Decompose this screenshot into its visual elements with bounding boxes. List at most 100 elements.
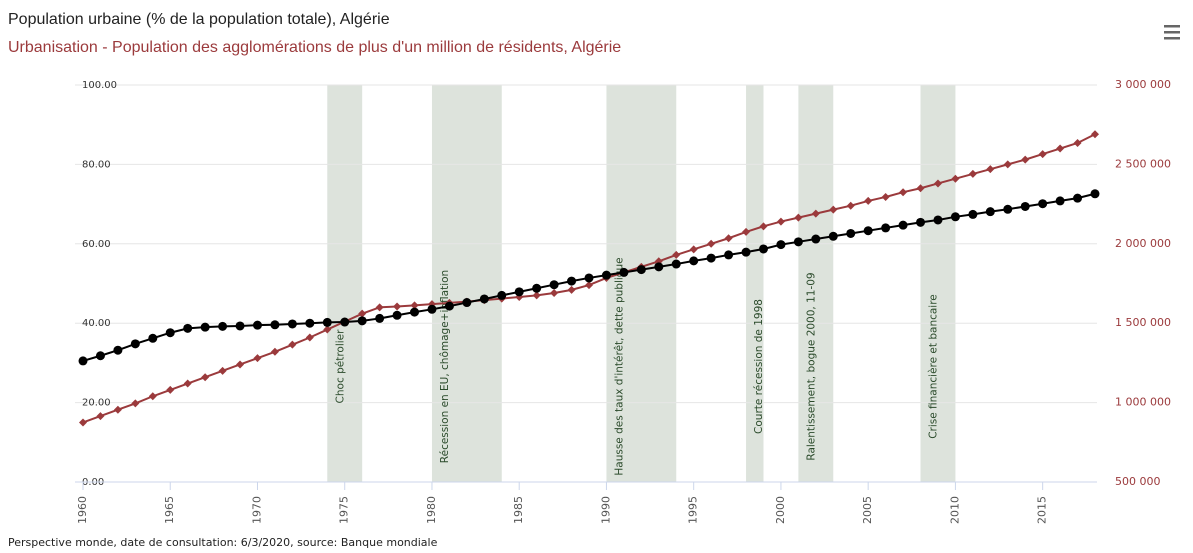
point	[131, 399, 140, 408]
point	[1038, 199, 1048, 209]
point	[393, 302, 402, 311]
point	[794, 213, 803, 222]
point	[1091, 130, 1099, 139]
point	[96, 412, 105, 421]
point	[863, 226, 873, 236]
point	[567, 276, 577, 286]
point	[550, 289, 559, 298]
event-label: Courte récession de 1998	[753, 299, 765, 434]
point	[252, 320, 262, 330]
point	[1038, 150, 1047, 159]
point	[201, 373, 210, 382]
point	[218, 321, 228, 331]
point	[410, 301, 419, 310]
point	[375, 303, 384, 312]
point	[375, 313, 385, 323]
point	[1056, 144, 1065, 153]
point	[340, 317, 350, 327]
point	[358, 309, 367, 318]
point	[305, 333, 314, 342]
point	[636, 265, 646, 275]
event-label: Récession en EU, chômage+inflation	[439, 270, 451, 463]
point	[166, 385, 175, 394]
point	[776, 240, 786, 250]
point	[672, 250, 681, 259]
point	[305, 318, 315, 328]
point	[881, 223, 891, 233]
point	[183, 323, 193, 333]
x-tick-label: 1980	[425, 496, 438, 524]
point	[444, 301, 454, 311]
point	[462, 298, 472, 308]
point	[619, 267, 629, 277]
point	[829, 205, 838, 214]
point	[200, 322, 210, 332]
point	[427, 304, 437, 314]
event-label: Crise financière et bancaire	[928, 294, 940, 439]
point	[148, 333, 158, 343]
chart-title: Population urbaine (% de la population t…	[8, 11, 390, 28]
point	[183, 379, 192, 388]
point	[933, 215, 943, 225]
menu-bar[interactable]	[1164, 31, 1180, 34]
x-tick-label: 2015	[1036, 496, 1049, 524]
point	[323, 325, 332, 334]
point	[846, 201, 855, 210]
point	[95, 351, 105, 361]
menu-bar[interactable]	[1164, 37, 1180, 40]
point	[689, 245, 698, 254]
point	[776, 217, 785, 226]
point	[322, 317, 332, 327]
point	[165, 328, 175, 338]
x-tick-label: 2000	[774, 496, 787, 524]
y2-tick-label: 500 000	[1115, 475, 1161, 488]
x-tick-label: 1960	[76, 496, 89, 524]
event-band	[920, 85, 956, 482]
point	[1020, 201, 1030, 211]
point	[287, 319, 297, 329]
point	[706, 253, 716, 263]
point	[1073, 193, 1083, 203]
point	[741, 247, 751, 257]
point	[707, 239, 716, 248]
point	[218, 366, 227, 375]
point	[235, 321, 245, 331]
point	[654, 262, 664, 272]
point	[410, 307, 420, 317]
source-note: Perspective monde, date de consultation:…	[8, 536, 438, 549]
point	[270, 347, 279, 356]
point	[1055, 196, 1065, 206]
menu-icon[interactable]	[1164, 25, 1180, 40]
x-tick-label: 1975	[338, 496, 351, 524]
point	[1003, 160, 1012, 169]
y2-tick-label: 1 000 000	[1115, 396, 1171, 409]
point	[968, 169, 977, 178]
point	[724, 234, 733, 243]
point	[811, 234, 821, 244]
point	[584, 273, 594, 283]
menu-bar[interactable]	[1164, 25, 1180, 28]
point	[899, 188, 908, 197]
x-tick-label: 1970	[250, 496, 263, 524]
point	[933, 179, 942, 188]
point	[270, 320, 280, 330]
y2-tick-label: 3 000 000	[1115, 78, 1171, 91]
event-band	[606, 85, 677, 482]
point	[811, 209, 820, 218]
point	[968, 209, 978, 219]
point	[916, 184, 925, 193]
x-tick-label: 1995	[687, 496, 700, 524]
point	[148, 392, 157, 401]
event-band	[746, 85, 764, 482]
x-tick-label: 2010	[948, 496, 961, 524]
point	[1090, 189, 1100, 199]
y2-tick-label: 2 000 000	[1115, 237, 1171, 250]
x-tick-label: 2005	[861, 496, 874, 524]
point	[497, 290, 507, 300]
point	[79, 418, 87, 427]
point	[113, 345, 123, 355]
chart-subtitle: Urbanisation - Population des agglomérat…	[8, 39, 621, 56]
point	[881, 192, 890, 201]
point	[951, 174, 960, 183]
